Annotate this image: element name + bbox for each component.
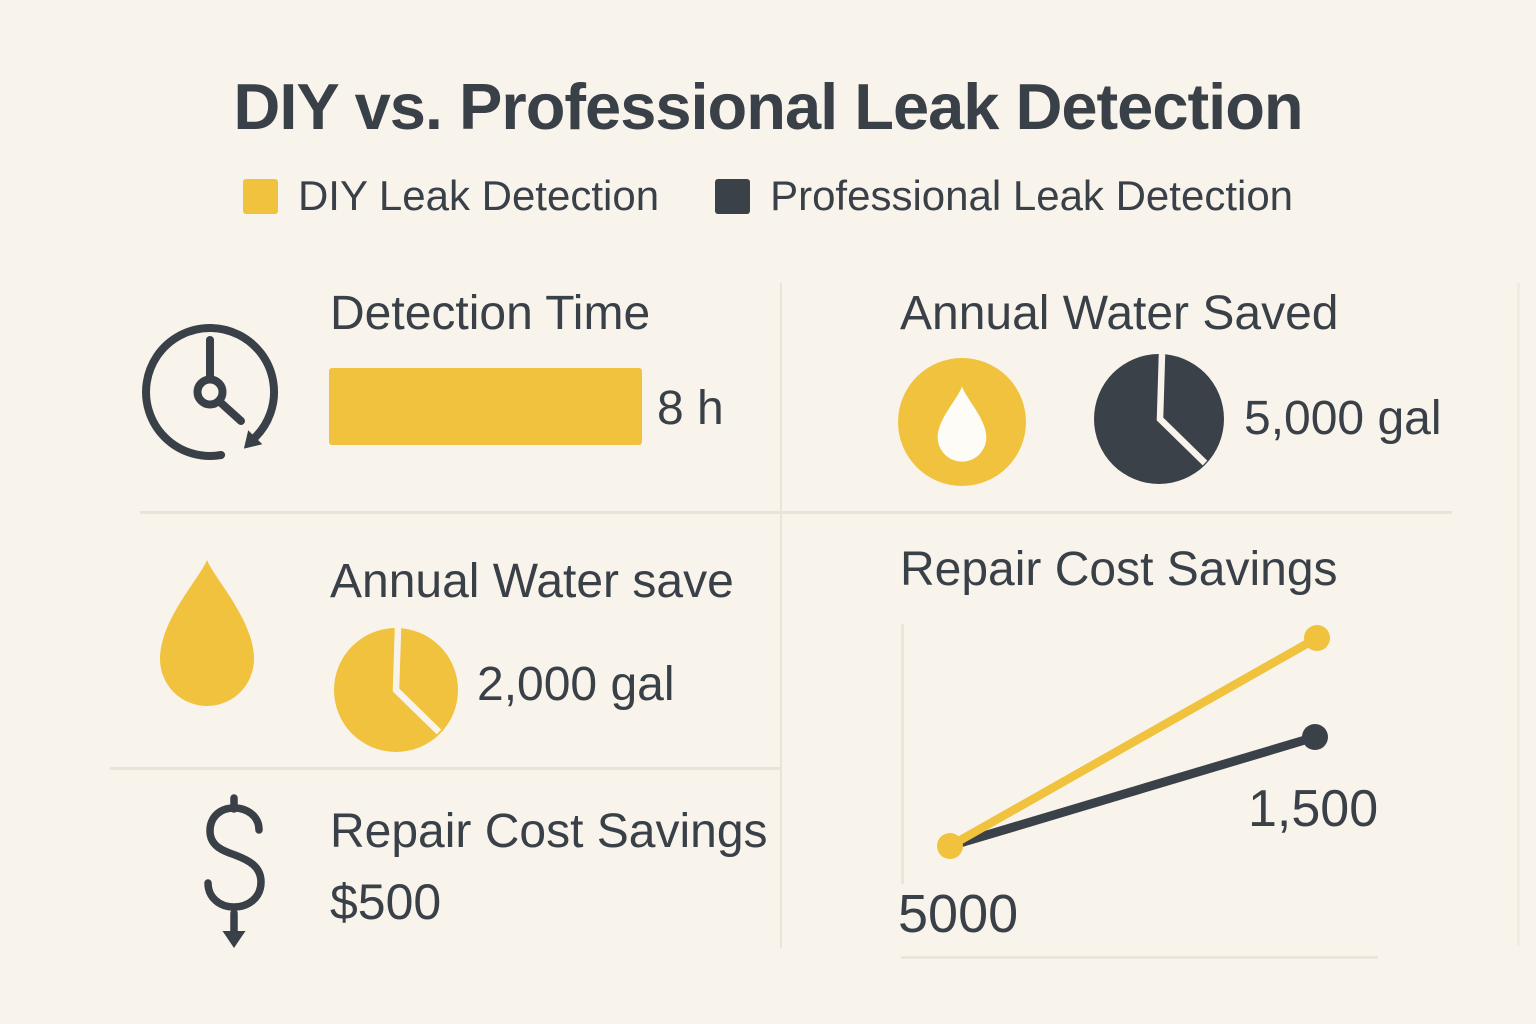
repair-savings-line-chart bbox=[900, 600, 1400, 940]
repair-savings-chart-heading: Repair Cost Savings bbox=[900, 543, 1338, 596]
vertical-divider bbox=[780, 283, 782, 948]
water-saved-diy-heading: Annual Water save bbox=[330, 555, 734, 608]
horizontal-divider-bottom-left bbox=[110, 767, 781, 770]
water-saved-diy-value: 2,000 gal bbox=[477, 658, 675, 711]
legend: DIY Leak Detection Professional Leak Det… bbox=[0, 172, 1536, 220]
professional-swatch-icon bbox=[715, 178, 751, 214]
chart-y-axis bbox=[901, 624, 904, 884]
detection-time-value: 8 h bbox=[657, 382, 724, 435]
chart-end-label: 1,500 bbox=[1248, 780, 1379, 838]
water-saved-pro-value: 5,000 gal bbox=[1244, 392, 1442, 445]
chart-x-axis bbox=[901, 956, 1378, 959]
water-drop-icon bbox=[150, 556, 264, 708]
pie-chart-yellow bbox=[332, 626, 460, 754]
chart-start-label: 5000 bbox=[898, 884, 1019, 944]
legend-item-professional: Professional Leak Detection bbox=[715, 172, 1293, 220]
dollar-down-arrow-icon bbox=[184, 794, 282, 950]
water-drop-circle-icon bbox=[896, 356, 1028, 488]
repair-savings-diy-value: $500 bbox=[330, 874, 442, 930]
water-saved-pro-heading: Annual Water Saved bbox=[900, 287, 1339, 340]
repair-savings-diy-heading: Repair Cost Savings bbox=[330, 805, 768, 858]
legend-label-diy: DIY Leak Detection bbox=[297, 172, 660, 219]
horizontal-divider-top bbox=[140, 511, 1452, 514]
diy-swatch-icon bbox=[242, 178, 278, 214]
page-title: DIY vs. Professional Leak Detection bbox=[233, 70, 1303, 143]
clock-history-icon bbox=[136, 318, 288, 476]
right-edge-divider bbox=[1517, 283, 1520, 946]
detection-time-heading: Detection Time bbox=[330, 287, 651, 340]
legend-item-diy: DIY Leak Detection bbox=[242, 172, 660, 220]
legend-label-professional: Professional Leak Detection bbox=[770, 172, 1294, 219]
detection-time-bar bbox=[329, 368, 642, 445]
pie-chart-dark bbox=[1092, 352, 1226, 486]
